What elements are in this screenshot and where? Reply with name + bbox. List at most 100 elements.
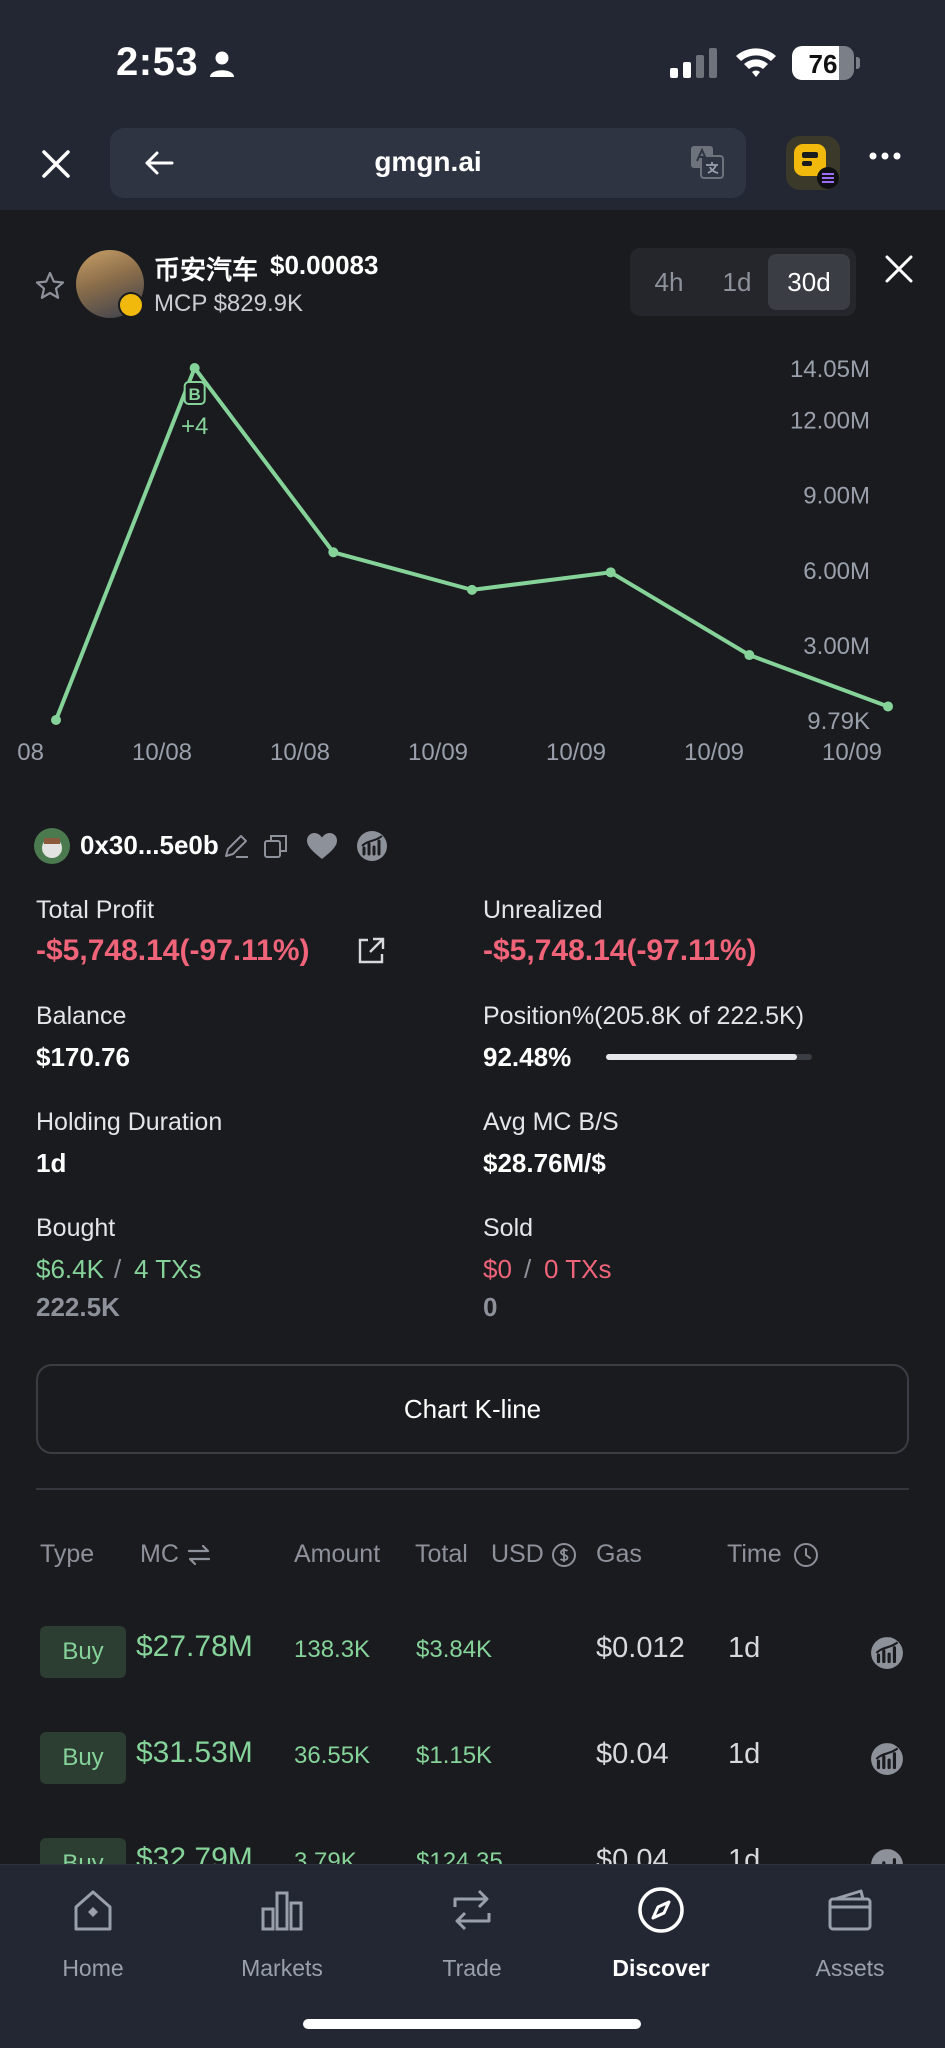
y-tick-label: 9.79K — [807, 708, 870, 735]
col-header-time[interactable]: Time — [727, 1540, 782, 1568]
position-progress-bar — [606, 1054, 812, 1060]
section-divider — [36, 1488, 909, 1490]
row-total: $1.15K — [416, 1742, 493, 1769]
wallet-icon — [828, 1889, 872, 1931]
swap-arrows-icon[interactable] — [186, 1542, 212, 1568]
sold-amount: 0 — [483, 1292, 498, 1322]
wallet-avatar — [34, 828, 70, 864]
holding-duration-value: 1d — [36, 1148, 67, 1178]
sold-separator: / — [524, 1254, 532, 1284]
bought-txs: 4 TXs — [134, 1254, 202, 1284]
clock-icon[interactable] — [793, 1542, 819, 1568]
nav-markets[interactable]: Markets — [207, 1885, 357, 1995]
buy-count-label: +4 — [181, 413, 208, 440]
tx-explorer-icon[interactable] — [870, 1742, 904, 1776]
heart-icon[interactable] — [306, 832, 338, 860]
copy-icon[interactable] — [262, 832, 290, 860]
chart-analytics-icon[interactable] — [356, 830, 388, 862]
translate-icon[interactable] — [690, 145, 724, 179]
data-point[interactable] — [328, 547, 339, 558]
balance-value: $170.76 — [36, 1042, 130, 1072]
x-tick-label: 10/09 — [546, 739, 606, 766]
wallet-app-icon[interactable] — [786, 136, 840, 190]
y-tick-label: 3.00M — [803, 633, 870, 660]
more-options-icon[interactable] — [868, 150, 902, 162]
range-tab-30d[interactable]: 30d — [768, 254, 850, 310]
wallet-address: 0x30...5e0b — [80, 830, 219, 860]
nav-label-home: Home — [62, 1955, 124, 1981]
range-tab-4h[interactable]: 4h — [654, 267, 684, 297]
table-row[interactable]: Buy $31.53M 36.55K $1.15K $0.04 1d — [0, 1722, 945, 1802]
x-tick-label: 10/08 — [132, 739, 192, 766]
data-point[interactable] — [467, 584, 477, 595]
y-tick-label: 9.00M — [803, 483, 870, 510]
row-time: 1d — [728, 1632, 761, 1664]
browser-toolbar: gmgn.ai — [0, 128, 945, 210]
tx-explorer-icon[interactable] — [870, 1636, 904, 1670]
balance-label: Balance — [36, 1002, 127, 1030]
status-bar: 2:53 76 — [0, 0, 945, 128]
close-browser-icon[interactable] — [34, 142, 78, 186]
row-mc: $27.78M — [136, 1630, 253, 1663]
nav-discover[interactable]: Discover — [586, 1885, 736, 1995]
time-range-tabs: 4h 1d 30d — [630, 248, 856, 316]
row-mc: $31.53M — [136, 1736, 253, 1769]
col-header-mc[interactable]: MC — [140, 1540, 179, 1568]
table-row[interactable]: Buy $27.78M 138.3K $3.84K $0.012 1d — [0, 1616, 945, 1696]
bought-usd: $6.4K — [36, 1254, 104, 1284]
nav-trade[interactable]: Trade — [397, 1885, 547, 1995]
nav-assets[interactable]: Assets — [775, 1885, 925, 1995]
bought-separator: / — [114, 1254, 122, 1284]
unrealized-value: -$5,748.14(-97.11%) — [483, 934, 757, 967]
row-amount: 36.55K — [294, 1742, 371, 1769]
holding-duration-label: Holding Duration — [36, 1108, 223, 1136]
bought-amount: 222.5K — [36, 1292, 120, 1322]
total-profit-label: Total Profit — [36, 896, 155, 924]
avg-mc-label: Avg MC B/S — [483, 1108, 619, 1136]
token-price: $0.00083 — [270, 250, 379, 280]
row-time: 1d — [728, 1738, 761, 1770]
x-tick-label: 08 — [17, 739, 44, 766]
home-icon — [74, 1890, 112, 1931]
x-tick-label: 10/09 — [822, 739, 882, 766]
edit-icon[interactable] — [222, 832, 250, 860]
wifi-icon — [736, 48, 776, 77]
favorite-star-icon[interactable] — [34, 270, 66, 302]
battery-percent: 76 — [808, 49, 838, 79]
nav-home[interactable]: Home — [18, 1885, 168, 1995]
back-arrow-icon[interactable] — [142, 146, 176, 180]
y-tick-label: 14.05M — [790, 356, 870, 383]
data-point[interactable] — [189, 363, 200, 373]
col-header-usd[interactable]: USD — [491, 1540, 544, 1568]
row-gas: $0.012 — [596, 1632, 685, 1664]
data-point[interactable] — [51, 715, 61, 725]
buy-marker-label: B — [189, 385, 201, 404]
bar-chart-icon — [261, 1891, 303, 1931]
bought-label: Bought — [36, 1214, 116, 1242]
swap-icon — [453, 1889, 491, 1931]
person-icon — [210, 51, 234, 77]
x-tick-label: 10/08 — [270, 739, 330, 766]
data-point[interactable] — [605, 567, 616, 578]
type-badge: Buy — [40, 1626, 126, 1678]
buy-marker[interactable] — [183, 381, 206, 405]
data-point[interactable] — [883, 701, 893, 712]
token-market-cap: MCP $829.9K — [154, 290, 303, 317]
type-badge: Buy — [40, 1732, 126, 1784]
data-point[interactable] — [744, 650, 755, 661]
pnl-line-chart: 14.05M 12.00M 9.00M 6.00M 3.00M 9.79K 08 10/08 1… — [17, 356, 893, 766]
currency-toggle-icon[interactable] — [551, 1542, 577, 1568]
close-panel-icon[interactable] — [882, 252, 916, 286]
chart-kline-button[interactable]: Chart K-line — [36, 1364, 909, 1454]
range-tab-1d[interactable]: 1d — [722, 267, 752, 297]
row-gas: $0.04 — [596, 1738, 669, 1770]
chain-badge-icon — [118, 292, 144, 318]
col-header-total: Total — [415, 1540, 468, 1568]
x-tick-label: 10/09 — [408, 739, 468, 766]
y-tick-label: 12.00M — [790, 407, 870, 434]
share-external-icon[interactable] — [356, 936, 386, 966]
url-bar[interactable]: gmgn.ai — [110, 128, 746, 198]
col-header-amount: Amount — [294, 1540, 381, 1568]
x-tick-label: 10/09 — [684, 739, 744, 766]
row-amount: 138.3K — [294, 1636, 371, 1663]
